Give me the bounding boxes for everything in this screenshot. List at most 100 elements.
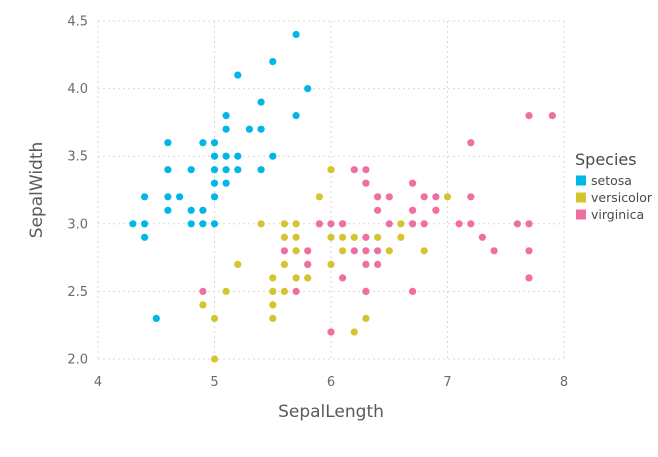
point-versicolor — [234, 260, 242, 268]
point-versicolor — [222, 287, 230, 295]
point-versicolor — [327, 233, 335, 241]
point-virginica — [467, 220, 475, 228]
point-setosa — [210, 152, 219, 160]
point-versicolor — [350, 328, 358, 336]
point-setosa — [164, 166, 172, 174]
point-setosa — [141, 220, 149, 228]
grid — [97, 20, 565, 360]
point-setosa — [199, 206, 207, 214]
y-tick-label: 4.0 — [67, 82, 88, 97]
point-versicolor — [443, 193, 452, 201]
point-versicolor — [210, 355, 219, 363]
point-versicolor — [374, 233, 382, 241]
point-setosa — [257, 125, 265, 133]
y-axis-ticks: 2.0 2.5 3.0 3.5 4.0 4.5 — [67, 15, 88, 368]
x-tick-label: 7 — [443, 375, 451, 390]
legend-label-virginica: virginica — [591, 207, 644, 222]
x-axis-title: SepalLength — [278, 402, 384, 422]
point-virginica — [420, 220, 428, 228]
point-versicolor — [315, 193, 323, 201]
point-virginica — [362, 247, 370, 255]
x-tick-label: 8 — [560, 375, 568, 390]
point-setosa — [222, 166, 230, 174]
point-virginica — [362, 260, 370, 268]
point-versicolor — [420, 247, 428, 255]
point-virginica — [525, 274, 533, 282]
point-setosa — [210, 139, 219, 147]
point-virginica — [385, 220, 393, 228]
point-versicolor — [397, 220, 405, 228]
point-virginica — [304, 260, 312, 268]
point-versicolor — [397, 233, 405, 241]
point-setosa — [234, 166, 242, 174]
point-setosa — [164, 139, 172, 147]
point-versicolor — [269, 314, 277, 322]
point-versicolor — [199, 301, 207, 309]
point-setosa — [164, 193, 172, 201]
point-setosa — [210, 193, 219, 201]
point-setosa — [234, 152, 242, 160]
y-tick-label: 3.5 — [67, 150, 88, 165]
x-tick-label: 6 — [327, 375, 335, 390]
point-versicolor — [292, 233, 300, 241]
point-setosa — [257, 98, 265, 106]
legend-swatch-virginica — [576, 209, 586, 220]
point-virginica — [432, 206, 440, 214]
point-virginica — [362, 233, 370, 241]
point-setosa — [187, 166, 195, 174]
y-tick-label: 2.0 — [67, 353, 88, 368]
x-tick-label: 4 — [94, 375, 102, 390]
point-setosa — [210, 166, 219, 174]
point-virginica — [199, 287, 207, 295]
point-setosa — [234, 71, 242, 79]
point-versicolor — [385, 247, 393, 255]
point-virginica — [374, 247, 382, 255]
point-virginica — [455, 220, 463, 228]
x-axis-ticks: 4 5 6 7 8 — [94, 375, 568, 390]
point-versicolor — [350, 233, 358, 241]
point-setosa — [152, 314, 160, 322]
point-virginica — [280, 247, 288, 255]
point-setosa — [141, 193, 149, 201]
point-virginica — [467, 193, 475, 201]
legend-title: Species — [575, 150, 637, 169]
point-setosa — [210, 220, 219, 228]
point-virginica — [374, 206, 382, 214]
point-virginica — [350, 247, 358, 255]
point-versicolor — [210, 314, 219, 322]
point-setosa — [187, 206, 195, 214]
point-virginica — [374, 260, 382, 268]
point-setosa — [269, 152, 277, 160]
point-versicolor — [280, 287, 288, 295]
point-virginica — [525, 220, 533, 228]
point-setosa — [210, 179, 219, 187]
point-setosa — [257, 166, 265, 174]
point-virginica — [467, 139, 475, 147]
point-setosa — [141, 233, 149, 241]
legend-swatch-setosa — [576, 175, 586, 186]
point-virginica — [420, 193, 428, 201]
point-setosa — [304, 85, 312, 93]
point-setosa — [269, 58, 277, 66]
point-versicolor — [327, 166, 335, 174]
point-virginica — [478, 233, 486, 241]
point-setosa — [187, 220, 195, 228]
point-versicolor — [339, 247, 347, 255]
point-virginica — [409, 220, 417, 228]
y-tick-label: 3.0 — [67, 217, 88, 232]
point-virginica — [548, 112, 557, 120]
point-versicolor — [304, 274, 312, 282]
point-setosa — [222, 125, 230, 133]
legend: Species setosa versicolor virginica — [575, 150, 653, 222]
point-virginica — [292, 287, 300, 295]
y-tick-label: 2.5 — [67, 285, 88, 300]
point-setosa — [199, 220, 207, 228]
legend-items: setosa versicolor virginica — [576, 173, 653, 222]
point-setosa — [176, 193, 184, 201]
legend-label-versicolor: versicolor — [591, 190, 653, 205]
legend-label-setosa: setosa — [591, 173, 632, 188]
data-points — [129, 30, 557, 363]
point-virginica — [490, 247, 498, 255]
point-virginica — [304, 247, 312, 255]
